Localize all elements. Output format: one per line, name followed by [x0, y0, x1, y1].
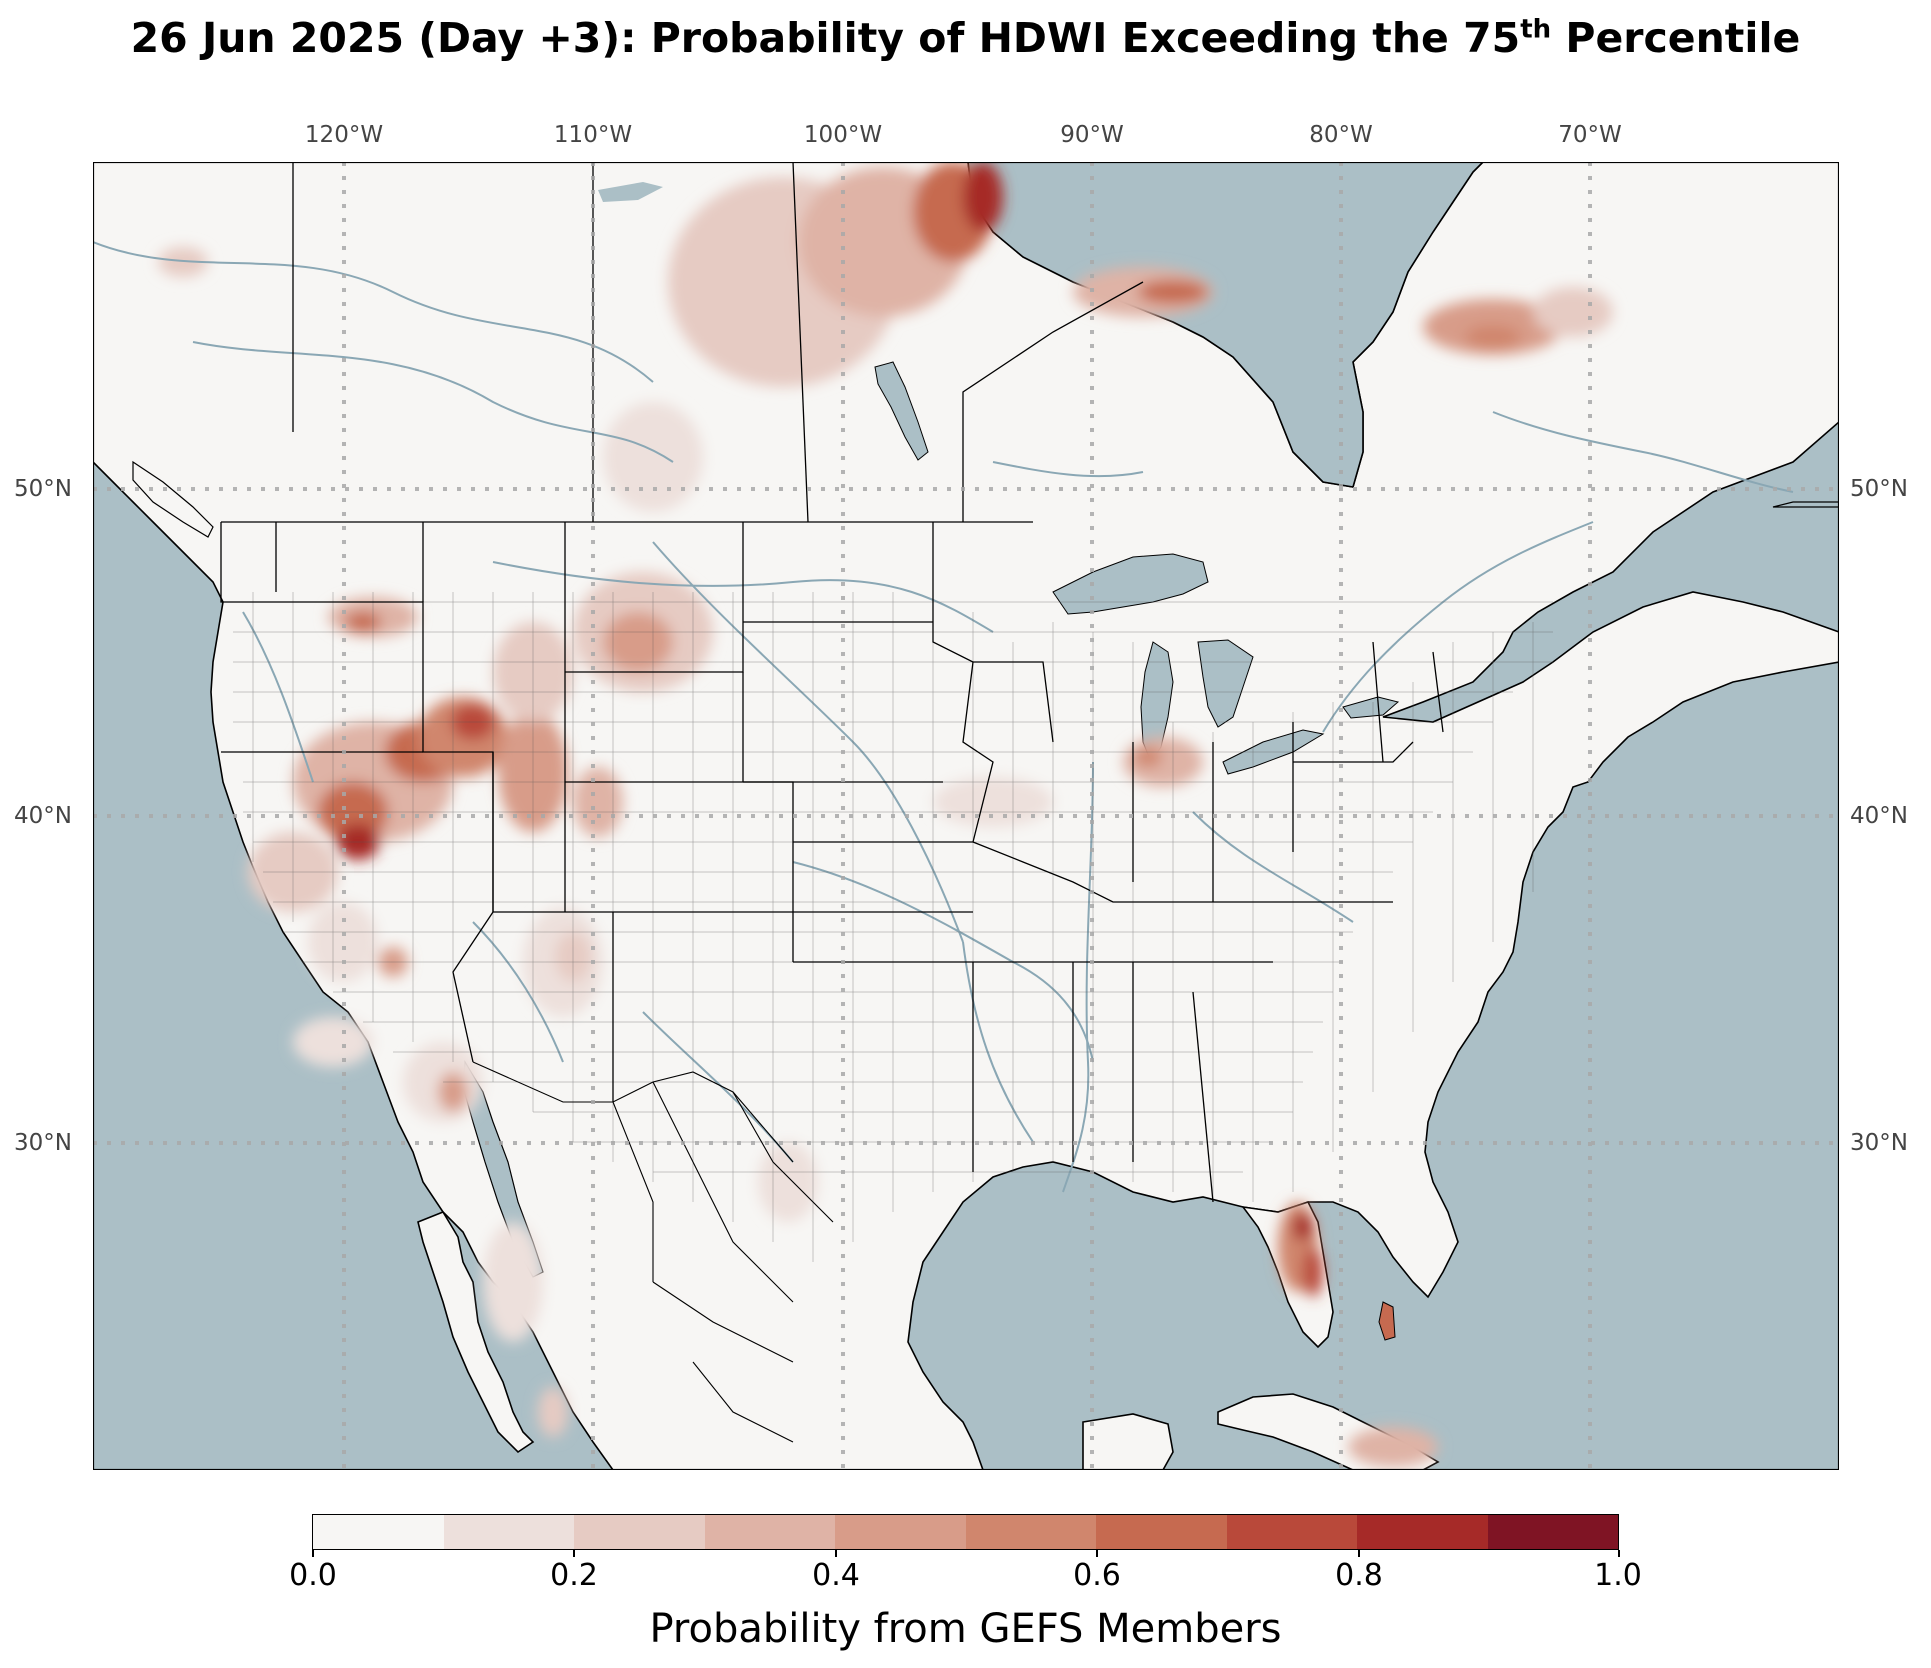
colorbar-tick-mark: [1096, 1550, 1098, 1557]
colorbar: [312, 1514, 1619, 1550]
colorbar-bin-8: [1357, 1515, 1488, 1549]
colorbar-tick-0-6: 0.6: [1073, 1558, 1121, 1593]
mexico-borders: [472, 1061, 834, 1443]
lon-label-70w: 70°W: [1558, 122, 1622, 148]
lon-label-90w: 90°W: [1060, 122, 1124, 148]
colorbar-bin-6: [1096, 1515, 1227, 1549]
colorbar-tick-1-0: 1.0: [1594, 1558, 1642, 1593]
landmass-newfoundland: [1772, 501, 1839, 508]
lat-label-30n-right: 30°N: [1850, 1130, 1908, 1156]
landmass-baja: [417, 1211, 535, 1454]
lake-athabasca: [598, 182, 663, 202]
colorbar-bin-5: [965, 1515, 1096, 1549]
lon-label-80w: 80°W: [1309, 122, 1373, 148]
probability-map: [93, 162, 1839, 1470]
colorbar-tick-0: 0.0: [289, 1558, 337, 1593]
colorbar-bin-2: [574, 1515, 705, 1549]
lat-label-30n-left: 30°N: [14, 1130, 72, 1156]
hudson-bay: [967, 162, 1485, 488]
colorbar-tick-mark: [835, 1550, 837, 1557]
lake-ontario: [1342, 696, 1400, 719]
landmass-andros: [1378, 1301, 1396, 1341]
lon-label-110w: 110°W: [553, 122, 633, 148]
lake-winnipeg: [874, 361, 929, 461]
colorbar-tick-0-4: 0.4: [812, 1558, 860, 1593]
map-title: 26 Jun 2025 (Day +3): Probability of HDW…: [130, 14, 1801, 62]
lat-label-50n-left: 50°N: [14, 476, 72, 502]
lon-label-100w: 100°W: [803, 122, 883, 148]
landmass-yucatan: [1082, 1413, 1174, 1470]
colorbar-bin-9: [1487, 1515, 1618, 1549]
colorbar-tick-mark: [573, 1550, 575, 1557]
lon-label-120w: 120°W: [304, 122, 384, 148]
colorbar-tick-mark: [1358, 1550, 1360, 1557]
map-frame: [93, 162, 1839, 1470]
colorbar-tick-0-2: 0.2: [550, 1558, 598, 1593]
landmass-vancouver-island: [132, 460, 214, 538]
colorbar-bin-3: [704, 1515, 835, 1549]
lat-label-40n-left: 40°N: [14, 803, 72, 829]
colorbar-bin-7: [1226, 1515, 1357, 1549]
colorbar-tick-mark: [312, 1550, 314, 1557]
lat-label-40n-right: 40°N: [1850, 803, 1908, 829]
colorbar-tick-0-8: 0.8: [1335, 1558, 1383, 1593]
colorbar-bin-1: [443, 1515, 574, 1549]
colorbar-label: Probability from GEFS Members: [649, 1606, 1282, 1652]
lake-huron: [1197, 639, 1254, 728]
lat-label-50n-right: 50°N: [1850, 476, 1908, 502]
state-borders: [220, 162, 1444, 1203]
colorbar-bin-0: [313, 1515, 444, 1549]
colorbar-bin-4: [835, 1515, 966, 1549]
colorbar-tick-mark: [1618, 1550, 1620, 1557]
colorbar-bins: [312, 1514, 1619, 1550]
